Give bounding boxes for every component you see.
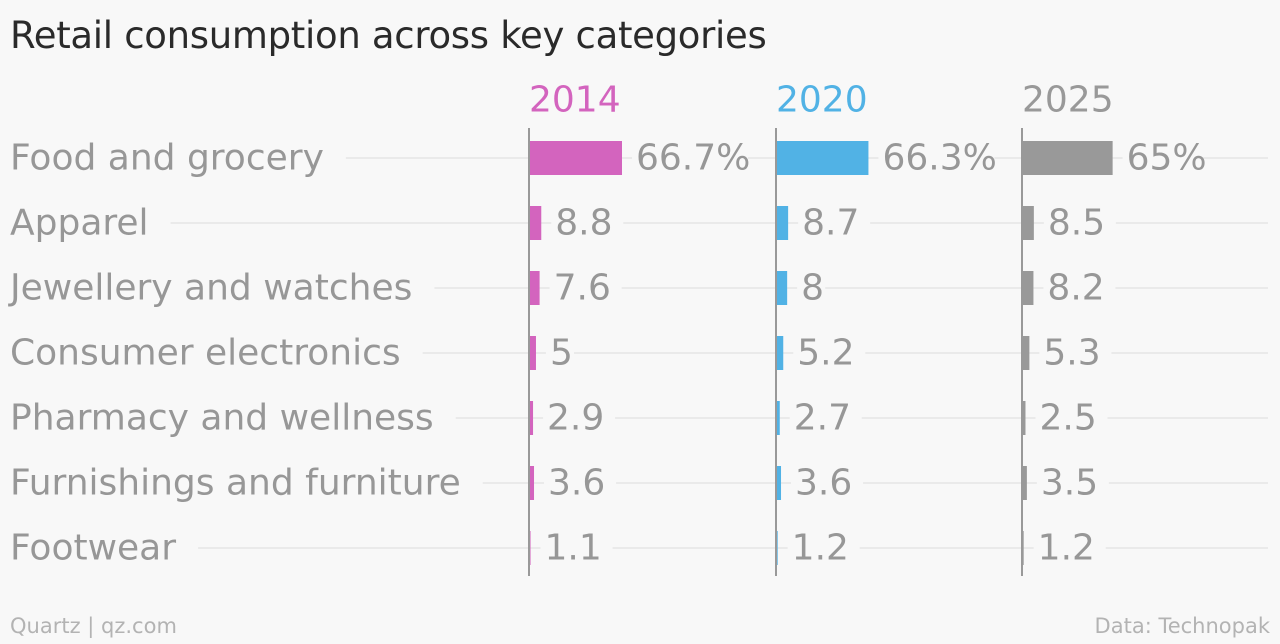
data-label-bg: [1036, 463, 1109, 503]
data-label: 3.6: [795, 463, 852, 504]
data-label-bg: [540, 528, 613, 568]
data-label: 2.7: [794, 398, 851, 439]
bar: [529, 466, 535, 500]
footer-source-right: Data: Technopak: [1094, 614, 1270, 638]
data-label: 66.7%: [636, 138, 750, 179]
data-label-bg: [878, 138, 995, 178]
bar: [529, 271, 540, 305]
chart-title: Retail consumption across key categories: [10, 14, 767, 57]
data-label: 1.2: [792, 528, 849, 569]
data-label: 2.5: [1039, 398, 1096, 439]
data-label: 8.8: [555, 203, 612, 244]
data-label: 3.6: [548, 463, 605, 504]
series-header: 2014: [529, 80, 621, 121]
category-label: Consumer electronics: [10, 333, 401, 374]
data-label-bg: [1043, 268, 1116, 308]
bar: [776, 466, 782, 500]
data-label: 7.6: [554, 268, 611, 309]
data-label: 5: [550, 333, 573, 374]
data-label: 5.3: [1043, 333, 1100, 374]
data-label: 66.3%: [882, 138, 996, 179]
data-label-bg: [544, 463, 617, 503]
category-label: Apparel: [10, 203, 149, 244]
bar: [529, 336, 536, 370]
data-label-bg: [789, 398, 862, 438]
data-label: 65%: [1127, 138, 1207, 179]
data-label-bg: [549, 268, 622, 308]
category-label: Jewellery and watches: [8, 268, 412, 309]
series-header: 2025: [1022, 80, 1114, 121]
footer-source-left: Quartz | qz.com: [10, 614, 177, 638]
bar: [529, 401, 534, 435]
bar: [1022, 141, 1113, 175]
data-label: 8.5: [1048, 203, 1105, 244]
data-label: 8.7: [802, 203, 859, 244]
category-label: Footwear: [10, 528, 176, 569]
data-label: 5.2: [797, 333, 854, 374]
data-label-bg: [791, 463, 864, 503]
data-label: 8.2: [1047, 268, 1104, 309]
bar: [529, 141, 622, 175]
category-label: Pharmacy and wellness: [10, 398, 434, 439]
data-label-bg: [797, 268, 826, 308]
data-label: 3.5: [1041, 463, 1098, 504]
bar: [776, 336, 784, 370]
data-label-bg: [793, 333, 866, 373]
category-label: Food and grocery: [10, 138, 324, 179]
data-label: 1.2: [1038, 528, 1095, 569]
bar: [776, 206, 789, 240]
category-label: Furnishings and furniture: [10, 463, 461, 504]
data-label-bg: [545, 333, 574, 373]
bar: [1022, 271, 1034, 305]
data-label: 2.9: [547, 398, 604, 439]
data-label-bg: [632, 138, 748, 178]
data-label-bg: [543, 398, 616, 438]
series-header: 2020: [776, 80, 868, 121]
bar: [776, 271, 788, 305]
data-label: 8: [801, 268, 824, 309]
data-label-bg: [551, 203, 624, 243]
bar: [776, 141, 869, 175]
bar: [1022, 466, 1027, 500]
bar: [1022, 401, 1026, 435]
data-label-bg: [1039, 333, 1112, 373]
bar: [1022, 336, 1030, 370]
data-label: 1.1: [545, 528, 602, 569]
bar: [776, 401, 780, 435]
data-label-bg: [1033, 528, 1106, 568]
data-label-bg: [798, 203, 871, 243]
data-label-bg: [787, 528, 860, 568]
data-label-bg: [1035, 398, 1108, 438]
bar: [529, 206, 542, 240]
data-label-bg: [1043, 203, 1116, 243]
data-label-bg: [1122, 138, 1195, 178]
bar: [1022, 206, 1034, 240]
